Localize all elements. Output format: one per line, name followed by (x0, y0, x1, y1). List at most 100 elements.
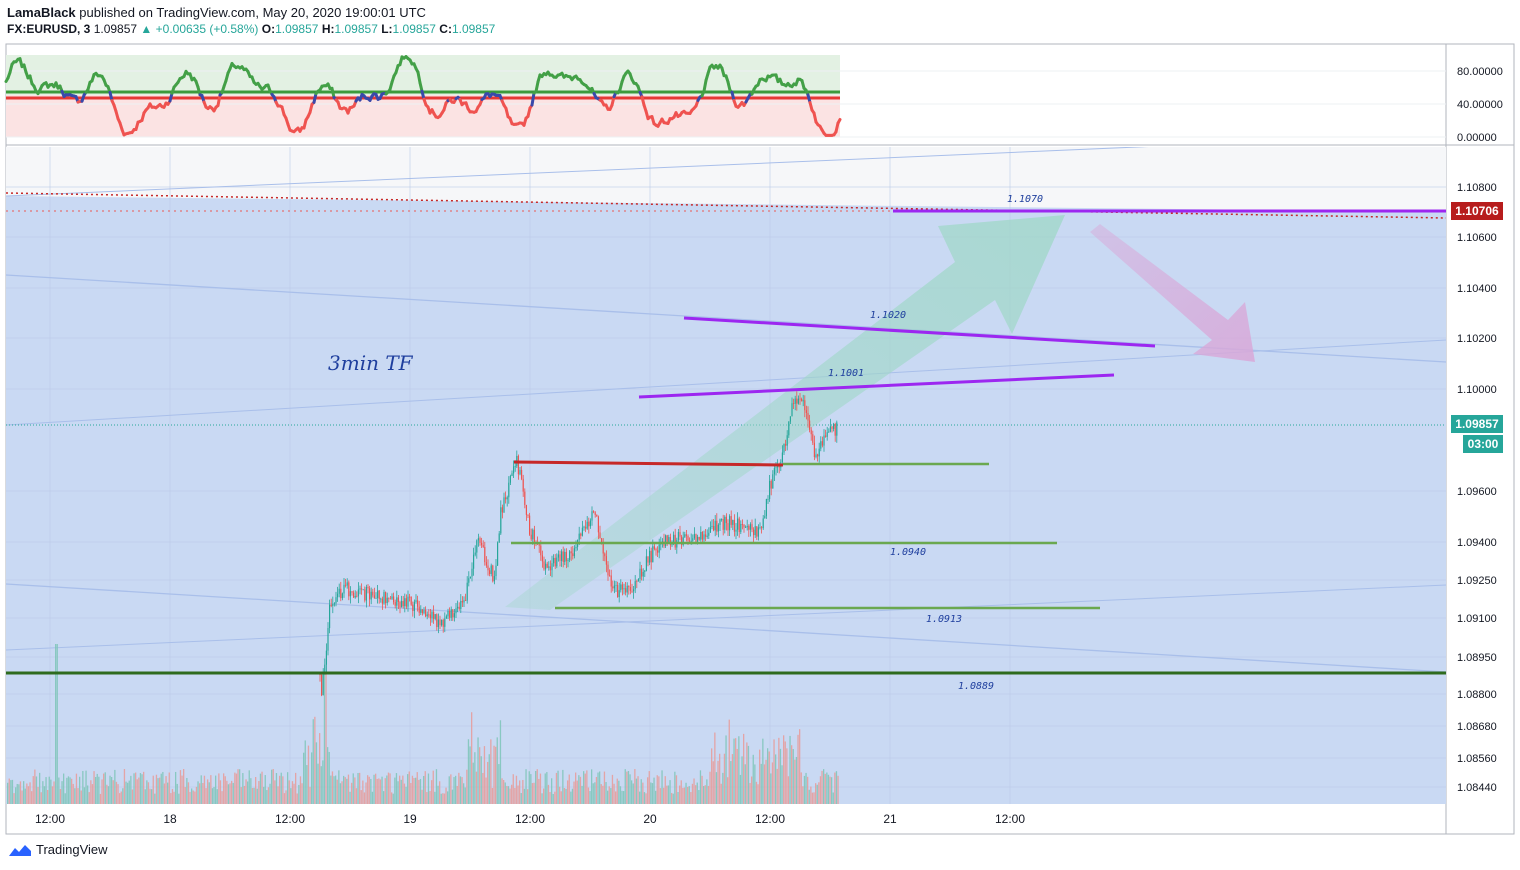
symbol-name[interactable]: FX:EURUSD, 3 (7, 22, 91, 36)
level-label: 1.1001 (828, 368, 864, 379)
candle-body (391, 596, 393, 599)
volume-bar (431, 780, 433, 804)
candle-body (796, 398, 798, 404)
candle-body (495, 565, 497, 577)
candle-body (373, 595, 375, 599)
volume-bar (274, 780, 276, 804)
price-tick-label: 1.10600 (1457, 232, 1497, 244)
candle-body (785, 444, 787, 446)
candle-body (469, 576, 471, 579)
candle-body (698, 536, 700, 540)
volume-bar (229, 783, 231, 804)
candle-body (365, 586, 367, 601)
symbol-line: FX:EURUSD, 3 1.09857 ▲ +0.00635 (+0.58%)… (7, 22, 495, 36)
volume-bar (39, 772, 41, 804)
volume-bar (503, 780, 505, 804)
candle-body (349, 591, 351, 597)
volume-bar (677, 792, 679, 804)
volume-bar (731, 754, 734, 804)
volume-bar (645, 793, 647, 804)
volume-bar (192, 790, 194, 804)
candle-body (372, 591, 374, 596)
volume-bar (712, 761, 714, 804)
volume-bar (218, 773, 220, 804)
volume-bar (671, 792, 673, 804)
candle-body (714, 520, 716, 531)
volume-bar (453, 777, 455, 804)
candle-body (821, 441, 823, 446)
oscillator-pane (4, 55, 1446, 138)
volume-bar (283, 793, 286, 804)
time-tick-label: 18 (163, 812, 177, 826)
candle-body (389, 598, 391, 600)
volume-bar (416, 772, 418, 804)
candle-body (405, 598, 407, 607)
volume-bar (539, 773, 542, 804)
candle-body (481, 542, 483, 546)
volume-bar (791, 745, 793, 804)
candle-body (546, 563, 548, 568)
volume-bar (755, 781, 758, 804)
volume-bar (824, 773, 826, 804)
volume-bar (27, 786, 30, 804)
candle-body (628, 585, 630, 588)
volume-bar (698, 790, 700, 804)
candle-body (581, 527, 583, 536)
volume-bar (746, 742, 748, 804)
volume-bar (195, 786, 198, 804)
candle-body (639, 568, 641, 580)
candle-body (404, 598, 406, 607)
blue-zone (6, 196, 1446, 804)
close-value: 1.09857 (451, 22, 496, 36)
volume-bar (759, 749, 761, 804)
volume-bar (754, 764, 756, 804)
volume-bar (394, 777, 396, 804)
level-label: 1.1020 (870, 310, 906, 321)
candle-body (740, 523, 742, 532)
footer-brand[interactable]: TradingView (8, 842, 108, 857)
candle-body (511, 473, 513, 476)
high-value: 1.09857 (334, 22, 378, 36)
volume-bar (591, 769, 593, 804)
volume-bar (610, 788, 612, 804)
author-name[interactable]: LamaBlack (7, 5, 76, 20)
volume-bar (693, 778, 695, 804)
volume-bar (439, 781, 441, 804)
candle-body (615, 585, 617, 586)
volume-bar (543, 788, 545, 804)
price-axis[interactable]: 80.00000 40.00000 0.00000 1.10800 1.10600 1.1… (1457, 66, 1503, 794)
volume-bar (194, 791, 196, 804)
volume-bar (213, 786, 215, 804)
last-price: 1.09857 (93, 22, 138, 36)
candle-body (561, 551, 563, 561)
candle-body (361, 588, 363, 590)
volume-bar (171, 788, 174, 804)
volume-bar (24, 788, 26, 804)
volume-bar (778, 737, 780, 804)
volume-bar (480, 756, 482, 804)
alert-line-upper (6, 192, 1446, 219)
volume-bar (554, 791, 556, 804)
time-axis[interactable]: 12:00 18 12:00 19 12:00 20 12:00 21 12:00 (35, 812, 1025, 826)
volume-bar (432, 770, 434, 804)
volume-bar (760, 763, 762, 804)
volume-bar (386, 775, 388, 804)
volume-bar (714, 732, 716, 804)
candle-body (716, 520, 718, 532)
volume-bar (623, 791, 625, 804)
volume-bar (776, 768, 778, 804)
volume-bar (277, 786, 279, 804)
candle-body (498, 533, 500, 543)
volume-bar (792, 749, 794, 804)
volume-bar (499, 720, 502, 804)
timeframe-label: 3min TF (328, 351, 414, 375)
candle-body (762, 518, 764, 529)
candle-body (695, 534, 697, 544)
volume-bar (183, 769, 185, 804)
candle-body (420, 609, 422, 613)
volume-bar (293, 783, 295, 804)
volume-bar (67, 776, 70, 804)
volume-bar (367, 775, 369, 804)
volume-bar (115, 781, 118, 804)
